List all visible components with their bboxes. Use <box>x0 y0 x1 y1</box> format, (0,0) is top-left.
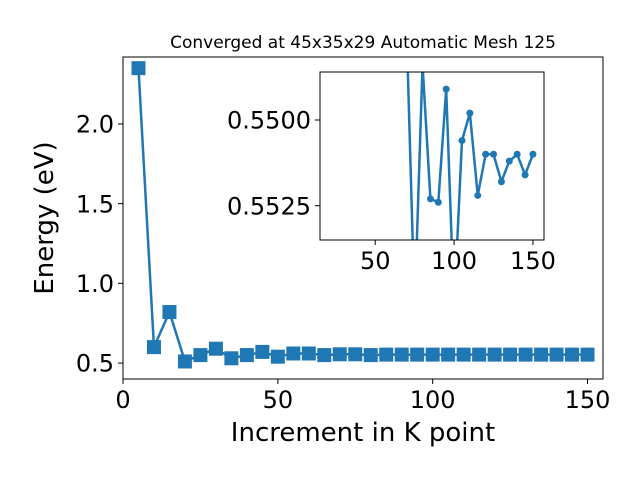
y-tick-label: 0.5 <box>76 350 114 378</box>
data-point <box>497 178 505 186</box>
data-point <box>474 191 482 199</box>
data-point <box>270 349 285 364</box>
x-tick-label: 100 <box>431 247 477 275</box>
data-point <box>146 340 161 355</box>
data-point <box>224 351 239 366</box>
inset-background <box>320 72 544 240</box>
x-tick-label: 100 <box>410 386 456 414</box>
y-tick-label: 2.0 <box>76 111 114 139</box>
x-tick-label: 150 <box>565 386 611 414</box>
data-point <box>529 150 537 158</box>
x-axis-label: Increment in K point <box>231 418 495 448</box>
data-point <box>513 150 521 158</box>
data-point <box>565 347 580 362</box>
data-point <box>534 347 549 362</box>
data-point <box>580 347 595 362</box>
data-point <box>549 347 564 362</box>
data-point <box>162 305 177 320</box>
data-point <box>442 85 450 93</box>
data-point <box>487 347 502 362</box>
data-point <box>456 347 471 362</box>
data-point <box>332 347 347 362</box>
inset-chart: 50 100 150 0.5500 0.5525 <box>227 71 556 275</box>
main-ticks: 0 50 100 150 0.5 1.0 1.5 2.0 <box>76 111 611 414</box>
data-point <box>301 346 316 361</box>
data-point <box>239 348 254 363</box>
data-point <box>193 348 208 363</box>
data-point <box>434 198 442 206</box>
data-point <box>317 348 332 363</box>
main-chart: Converged at 45x35x29 Automatic Mesh 125… <box>30 33 610 448</box>
x-tick-label: 50 <box>263 386 294 414</box>
data-point <box>131 61 146 76</box>
data-point <box>458 137 466 145</box>
y-axis-label: Energy (eV) <box>30 141 60 294</box>
data-point <box>503 347 518 362</box>
x-tick-label: 0 <box>115 386 130 414</box>
data-point <box>208 341 223 356</box>
data-point <box>505 157 513 165</box>
data-point <box>410 347 425 362</box>
main-axes-frame <box>122 56 604 380</box>
data-point <box>394 347 409 362</box>
inset-plot-area <box>406 72 537 240</box>
data-point <box>482 150 490 158</box>
data-point <box>348 347 363 362</box>
data-point <box>286 346 301 361</box>
data-point <box>426 195 434 203</box>
data-point <box>255 344 270 359</box>
main-plot-area <box>131 61 595 369</box>
data-point <box>466 109 474 117</box>
x-tick-label: 150 <box>510 247 556 275</box>
y-tick-label: 1.5 <box>76 190 114 218</box>
data-point <box>177 354 192 369</box>
y-tick-label: 0.5525 <box>227 192 311 220</box>
data-point <box>472 347 487 362</box>
chart-title: Converged at 45x35x29 Automatic Mesh 125 <box>170 33 556 53</box>
data-point <box>490 150 498 158</box>
data-point <box>441 347 456 362</box>
inset-axes-frame <box>319 71 545 241</box>
inset-ticks: 50 100 150 0.5500 0.5525 <box>227 107 556 275</box>
y-tick-label: 0.5500 <box>227 107 311 135</box>
y-tick-label: 1.0 <box>76 270 114 298</box>
x-tick-label: 50 <box>360 247 391 275</box>
data-point <box>521 171 529 179</box>
data-point <box>363 348 378 363</box>
data-point <box>379 347 394 362</box>
data-point <box>425 347 440 362</box>
data-point <box>518 347 533 362</box>
